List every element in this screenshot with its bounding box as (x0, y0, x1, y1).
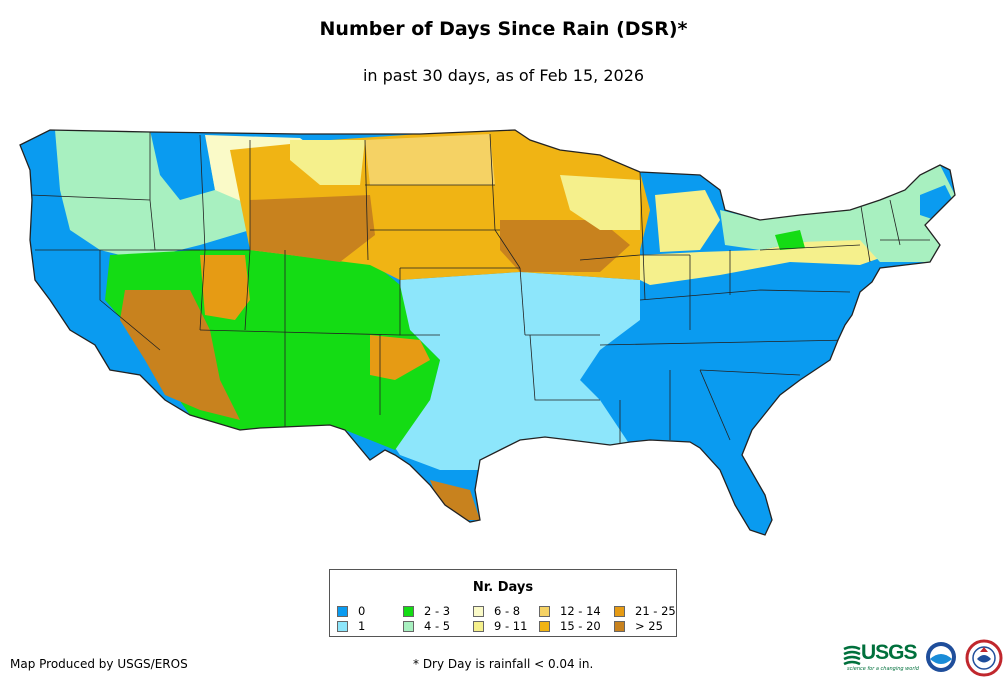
dsr-region-iowa-25plus (500, 220, 630, 272)
legend-label: > 25 (635, 619, 663, 633)
legend-label: 12 - 14 (560, 604, 601, 618)
dsr-region-utah-21to25 (200, 255, 250, 320)
legend-item: > 25 (614, 619, 663, 633)
dsr-region-wisconsin-9to11 (560, 175, 640, 230)
legend-swatch (614, 605, 625, 617)
legend-label: 21 - 25 (635, 604, 676, 618)
dsr-region-southtexas-25plus (430, 480, 480, 520)
noaa-logo-icon (926, 642, 956, 672)
nws-logo-icon (965, 639, 1003, 677)
legend-swatch (337, 605, 348, 617)
map-title: Number of Days Since Rain (DSR)* (319, 18, 688, 40)
legend-label: 0 (358, 604, 366, 618)
legend-swatch (403, 605, 414, 617)
dsr-region-northeast-2to3 (775, 230, 805, 250)
dsr-region-westcoast-0day (20, 140, 160, 410)
usgs-tagline: science for a changing world (847, 666, 919, 672)
usgs-wordmark: USGS (861, 641, 918, 664)
dsr-region-texas-21to25 (370, 335, 430, 380)
legend-swatch (539, 605, 550, 617)
legend-item: 21 - 25 (614, 604, 676, 618)
legend-item: 12 - 14 (539, 604, 601, 618)
legend-label: 6 - 8 (494, 604, 521, 618)
legend-swatch (614, 620, 625, 632)
map-subtitle: in past 30 days, as of Feb 15, 2026 (362, 66, 645, 85)
legend-item: 4 - 5 (403, 619, 450, 633)
dsr-region-nodakota-12to14 (365, 134, 495, 185)
dsr-region-plains-1day (390, 272, 640, 470)
dsr-region-arizona-25plus (120, 290, 240, 420)
conus-dsr-map (19, 129, 956, 536)
legend-item: 2 - 3 (403, 604, 450, 618)
state-boundaries (29, 130, 930, 445)
usgs-logo-icon (843, 645, 861, 666)
legend-item: 9 - 11 (473, 619, 527, 633)
legend-title: Nr. Days (472, 580, 534, 595)
legend-item: 0 (337, 604, 365, 618)
legend-swatch (337, 620, 348, 632)
dsr-region-michigan-9to11 (655, 190, 720, 252)
dsr-region-ohiovalley-9to11 (640, 238, 880, 285)
conus-outline (19, 129, 956, 536)
legend-swatch (403, 620, 414, 632)
legend-label: 15 - 20 (560, 619, 601, 633)
legend-item: 6 - 8 (473, 604, 520, 618)
dsr-region-eastmontana-9to11 (290, 140, 365, 185)
legend-swatch (473, 605, 484, 617)
legend-label: 9 - 11 (494, 619, 528, 633)
dsr-region-idaho-0day (150, 130, 215, 200)
legend-swatch (539, 620, 550, 632)
legend-label: 1 (358, 619, 366, 633)
agency-logos: USGS science for a changing world (843, 639, 1007, 683)
legend-label: 2 - 3 (424, 604, 451, 618)
dsr-region-wyoming-25plus (250, 195, 375, 262)
dry-day-note: * Dry Day is rainfall < 0.04 in. (413, 657, 594, 671)
legend-swatch (473, 620, 484, 632)
legend-label: 4 - 5 (424, 619, 451, 633)
legend-item: 15 - 20 (539, 619, 601, 633)
legend-item: 1 (337, 619, 365, 633)
producer-credit: Map Produced by USGS/EROS (10, 657, 188, 671)
